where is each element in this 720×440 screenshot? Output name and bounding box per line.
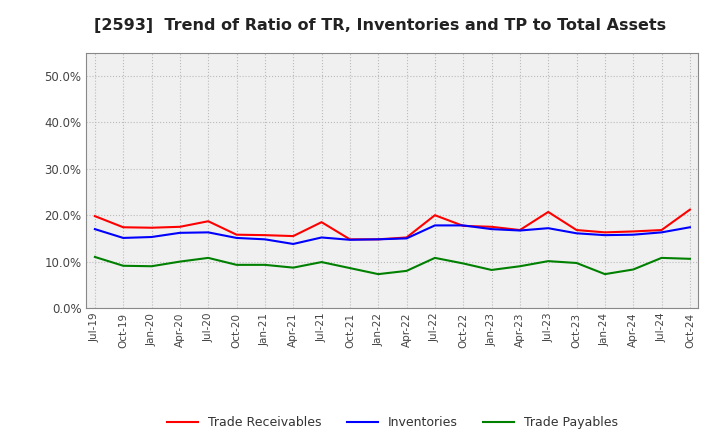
Trade Payables — [402, 268, 411, 274]
Trade Receivables — [459, 223, 467, 228]
Inventories — [233, 235, 241, 241]
Trade Receivables — [148, 225, 156, 231]
Inventories — [318, 235, 326, 240]
Inventories — [487, 227, 496, 232]
Trade Payables — [289, 265, 297, 270]
Trade Payables — [572, 260, 581, 266]
Text: [2593]  Trend of Ratio of TR, Inventories and TP to Total Assets: [2593] Trend of Ratio of TR, Inventories… — [94, 18, 666, 33]
Trade Receivables — [318, 220, 326, 225]
Trade Payables — [119, 263, 127, 268]
Trade Receivables — [600, 230, 609, 235]
Trade Payables — [176, 259, 184, 264]
Inventories — [431, 223, 439, 228]
Inventories — [685, 225, 694, 230]
Trade Payables — [91, 254, 99, 260]
Trade Receivables — [685, 207, 694, 212]
Inventories — [516, 228, 524, 233]
Inventories — [600, 232, 609, 238]
Trade Payables — [233, 262, 241, 268]
Trade Payables — [346, 265, 354, 271]
Trade Payables — [629, 267, 637, 272]
Inventories — [346, 237, 354, 242]
Trade Receivables — [204, 219, 212, 224]
Inventories — [204, 230, 212, 235]
Trade Payables — [374, 271, 382, 277]
Trade Payables — [487, 268, 496, 273]
Inventories — [402, 236, 411, 241]
Trade Payables — [459, 261, 467, 266]
Trade Receivables — [233, 232, 241, 237]
Trade Receivables — [572, 227, 581, 233]
Trade Payables — [544, 258, 552, 264]
Trade Receivables — [374, 237, 382, 242]
Inventories — [459, 223, 467, 228]
Inventories — [289, 241, 297, 246]
Trade Receivables — [431, 213, 439, 218]
Trade Receivables — [516, 227, 524, 233]
Inventories — [148, 235, 156, 240]
Inventories — [629, 232, 637, 237]
Trade Payables — [516, 264, 524, 269]
Inventories — [261, 237, 269, 242]
Trade Receivables — [402, 235, 411, 240]
Trade Receivables — [657, 227, 666, 233]
Trade Receivables — [176, 224, 184, 229]
Trade Receivables — [346, 237, 354, 242]
Trade Payables — [685, 256, 694, 261]
Trade Receivables — [629, 229, 637, 234]
Trade Receivables — [289, 234, 297, 239]
Inventories — [374, 237, 382, 242]
Inventories — [657, 230, 666, 235]
Inventories — [572, 231, 581, 236]
Trade Payables — [261, 262, 269, 268]
Line: Trade Payables: Trade Payables — [95, 257, 690, 274]
Trade Receivables — [261, 232, 269, 238]
Trade Payables — [431, 255, 439, 260]
Trade Receivables — [119, 225, 127, 230]
Inventories — [544, 226, 552, 231]
Trade Payables — [318, 260, 326, 265]
Trade Receivables — [487, 224, 496, 229]
Inventories — [91, 227, 99, 232]
Trade Payables — [148, 264, 156, 269]
Trade Receivables — [544, 209, 552, 215]
Trade Payables — [600, 271, 609, 277]
Line: Inventories: Inventories — [95, 225, 690, 244]
Legend: Trade Receivables, Inventories, Trade Payables: Trade Receivables, Inventories, Trade Pa… — [162, 411, 623, 434]
Trade Receivables — [91, 213, 99, 219]
Trade Payables — [657, 255, 666, 260]
Inventories — [119, 235, 127, 241]
Inventories — [176, 230, 184, 235]
Trade Payables — [204, 255, 212, 260]
Line: Trade Receivables: Trade Receivables — [95, 209, 690, 239]
